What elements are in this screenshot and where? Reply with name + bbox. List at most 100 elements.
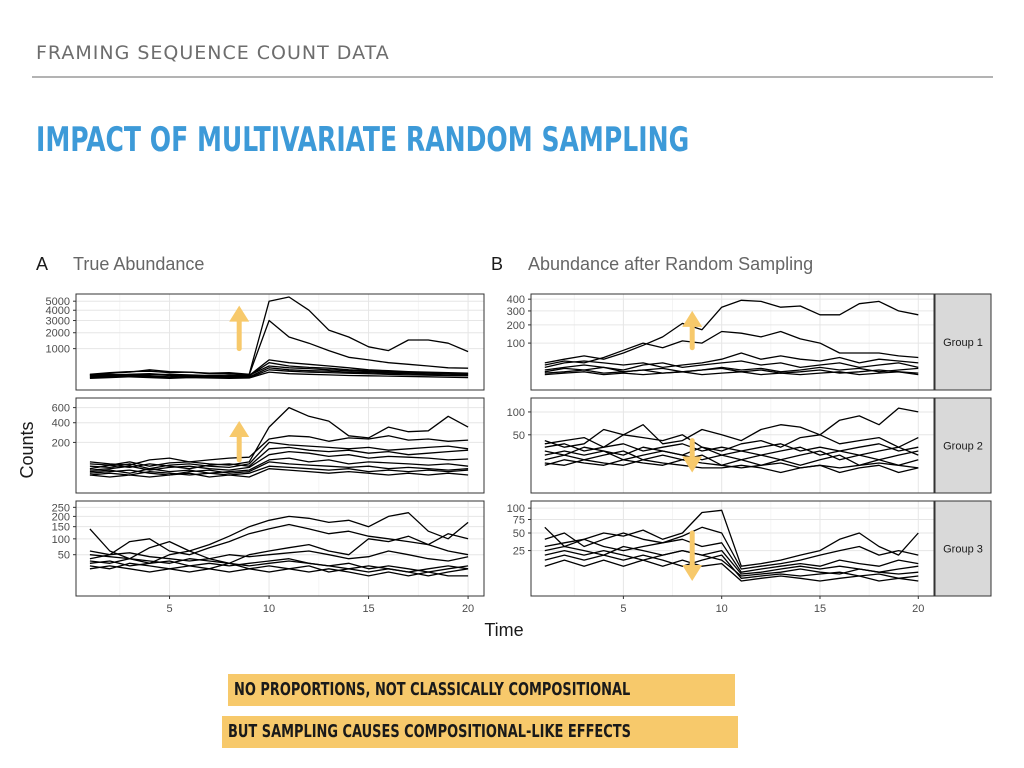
series-line-A-2-7 <box>89 461 469 476</box>
header-divider <box>32 76 993 78</box>
x-tick-label: 10 <box>263 603 275 615</box>
down-arrow-icon <box>682 564 703 581</box>
x-tick-label: 5 <box>166 603 172 615</box>
down-arrow-icon <box>682 456 703 473</box>
series-line-B-1-7 <box>544 371 919 376</box>
plot-frame <box>530 293 935 391</box>
series-line-A-1-8 <box>89 371 469 380</box>
facet-strip <box>934 397 992 494</box>
plot-frame <box>530 397 935 494</box>
section-title: FRAMING SEQUENCE COUNT DATA <box>36 42 390 64</box>
y-tick-label: 200 <box>52 511 70 523</box>
series-line-B-1-2 <box>544 330 919 366</box>
series-line-B-1-3 <box>544 352 919 369</box>
y-tick-label: 25 <box>513 546 525 558</box>
facet-strip <box>934 293 992 391</box>
plot-frame <box>530 500 935 597</box>
plot-frame <box>75 293 485 391</box>
facet-strip-label: Group 1 <box>943 337 983 349</box>
series-line-B-3-1 <box>544 509 919 567</box>
series-line-A-2-9 <box>89 468 469 478</box>
y-tick-label: 100 <box>507 338 525 350</box>
up-arrow-icon <box>229 421 250 438</box>
series-line-B-2-4 <box>544 446 919 456</box>
x-tick-label: 20 <box>462 603 474 615</box>
y-tick-label: 2000 <box>46 328 70 340</box>
x-tick-label: 15 <box>362 603 374 615</box>
series-line-A-1-2 <box>89 319 469 376</box>
panel-title-A: True Abundance <box>73 254 204 274</box>
y-tick-label: 5000 <box>46 296 70 308</box>
series-line-B-2-8 <box>544 459 919 474</box>
series-line-A-3-8 <box>89 565 469 577</box>
series-line-B-3-2 <box>544 526 919 570</box>
slide-title: IMPACT OF MULTIVARIATE RANDOM SAMPLING <box>36 120 690 160</box>
series-line-B-3-5 <box>544 549 919 577</box>
y-tick-label: 50 <box>513 528 525 540</box>
series-line-A-2-1 <box>89 406 469 467</box>
banner-no-proportions: NO PROPORTIONS, NOT CLASSICALLY COMPOSIT… <box>228 674 736 706</box>
series-line-B-2-2 <box>544 434 919 452</box>
panel-title-B: Abundance after Random Sampling <box>528 254 813 274</box>
series-line-A-1-7 <box>89 369 469 379</box>
x-tick-label: 15 <box>814 603 826 615</box>
plot-frame <box>75 397 485 494</box>
series-line-A-2-4 <box>89 446 469 470</box>
series-line-A-2-6 <box>89 457 469 474</box>
y-tick-label: 200 <box>52 437 70 449</box>
y-tick-label: 300 <box>507 306 525 318</box>
series-line-A-2-2 <box>89 435 469 466</box>
series-line-B-3-7 <box>544 559 919 582</box>
series-line-B-2-6 <box>544 450 919 466</box>
plot-background <box>76 398 484 493</box>
y-tick-label: 3000 <box>46 316 70 328</box>
facet-strip-label: Group 2 <box>943 441 983 453</box>
facet-strip-label: Group 3 <box>943 544 983 556</box>
series-line-B-1-6 <box>544 367 919 374</box>
series-line-B-3-3 <box>544 538 919 573</box>
plot-background <box>531 501 934 596</box>
x-tick-label: 20 <box>912 603 924 615</box>
series-line-B-2-3 <box>544 443 919 452</box>
panel-letter-A: A <box>36 254 48 274</box>
series-line-B-2-1 <box>544 407 919 448</box>
x-tick-label: 10 <box>716 603 728 615</box>
y-tick-label: 4000 <box>46 305 70 317</box>
facet-strip <box>934 500 992 597</box>
series-line-A-2-3 <box>89 441 469 470</box>
y-tick-label: 100 <box>507 407 525 419</box>
y-tick-label: 100 <box>507 503 525 515</box>
x-axis-title: Time <box>484 620 523 640</box>
x-tick-label: 5 <box>620 603 626 615</box>
series-line-A-1-1 <box>89 296 469 376</box>
y-tick-label: 600 <box>52 403 70 415</box>
plot-background <box>76 501 484 596</box>
series-line-B-2-5 <box>544 450 919 461</box>
series-line-A-3-2 <box>89 523 469 556</box>
series-line-A-1-5 <box>89 365 469 377</box>
y-tick-label: 50 <box>513 430 525 442</box>
y-axis-title: Counts <box>17 421 37 478</box>
up-arrow-icon <box>682 310 703 327</box>
banner-sampling-effects: BUT SAMPLING CAUSES COMPOSITIONAL-LIKE E… <box>222 716 738 748</box>
series-line-A-1-6 <box>89 367 469 378</box>
series-line-B-3-6 <box>544 554 919 579</box>
plot-frame <box>75 500 485 597</box>
series-line-A-2-8 <box>89 465 469 476</box>
y-tick-label: 100 <box>52 534 70 546</box>
y-tick-label: 400 <box>507 294 525 306</box>
series-line-B-1-1 <box>544 299 919 364</box>
y-tick-label: 200 <box>507 320 525 332</box>
y-tick-label: 50 <box>58 550 70 562</box>
y-tick-label: 150 <box>52 522 70 534</box>
y-tick-label: 1000 <box>46 344 70 356</box>
y-tick-label: 400 <box>52 418 70 430</box>
series-line-B-1-5 <box>544 366 919 373</box>
panel-letter-B: B <box>491 254 503 274</box>
series-line-A-3-7 <box>89 562 469 577</box>
y-tick-label: 75 <box>513 515 525 527</box>
plot-background <box>531 294 934 390</box>
series-line-B-3-4 <box>544 545 919 575</box>
series-line-A-3-6 <box>89 558 469 573</box>
